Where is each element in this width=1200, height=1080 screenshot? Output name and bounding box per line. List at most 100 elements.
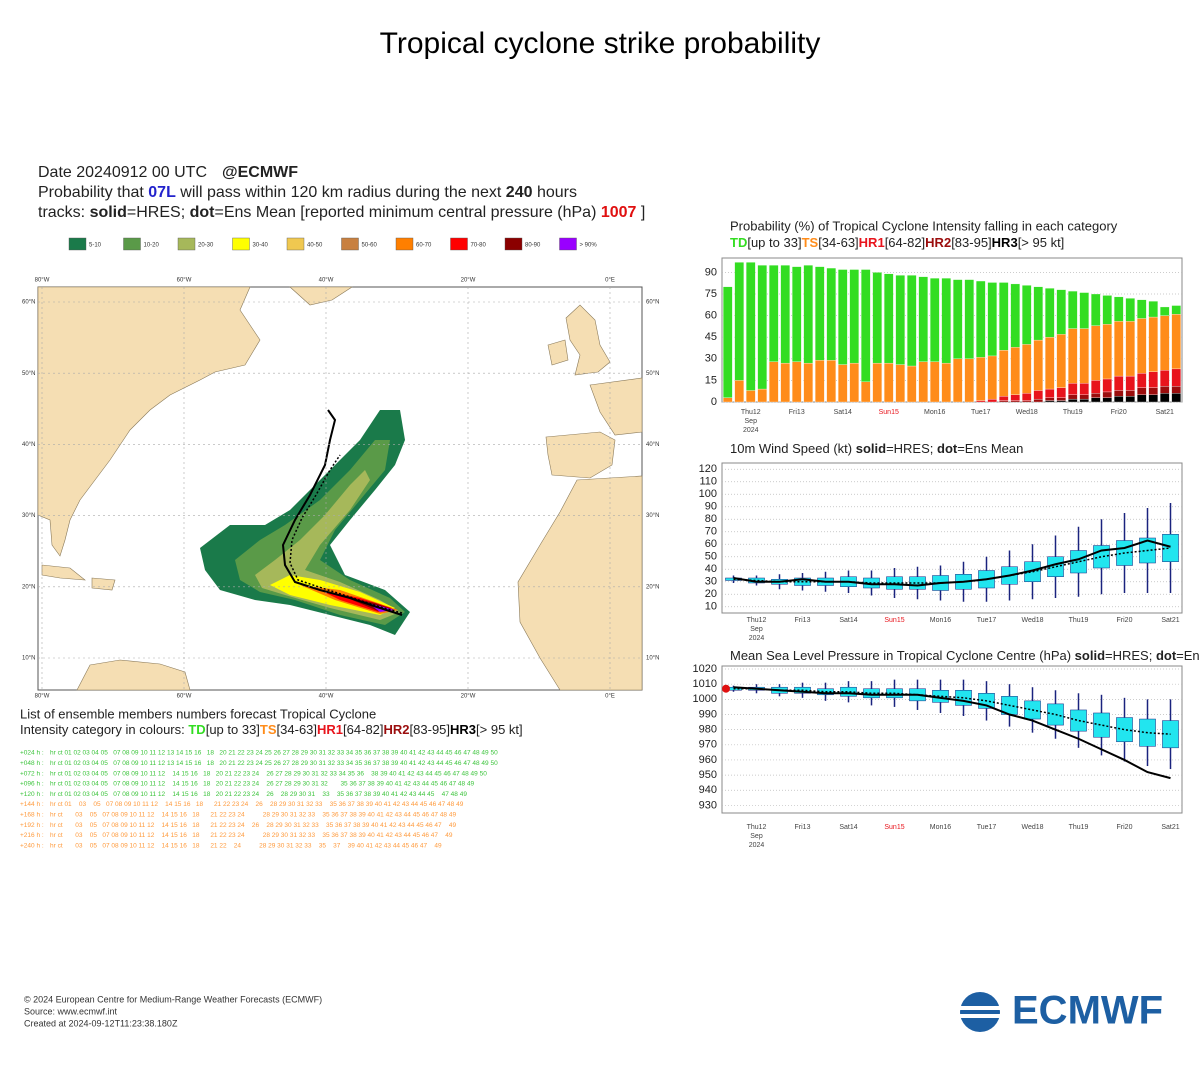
- lon-label: 40°W: [319, 694, 334, 700]
- lat-label: 10°N: [22, 656, 35, 662]
- lon-label: 60°W: [177, 694, 192, 700]
- ens-mean-line: [733, 547, 1171, 584]
- bar-segment: [746, 262, 756, 391]
- y-tick-label: 950: [699, 769, 717, 781]
- bar-segment: [1010, 347, 1021, 395]
- text-segment: 10m Wind Speed (kt): [730, 441, 856, 456]
- x-tick-label: Wed18: [1021, 617, 1043, 624]
- y-tick-label: 990: [699, 708, 717, 720]
- lon-label: 40°W: [319, 278, 334, 284]
- bar-segment: [792, 361, 802, 403]
- box: [1070, 709, 1087, 732]
- text-segment: =HRES;: [886, 441, 937, 456]
- member-list: hr ct 03 05 07 08 09 10 11 12 14 15 16 1…: [50, 812, 456, 819]
- member-lead: +024 h :: [20, 750, 44, 757]
- legend-name: HR2: [925, 235, 951, 250]
- x-tick-label: Thu19: [1063, 409, 1083, 416]
- bar-segment: [1068, 290, 1078, 329]
- member-lead: +048 h :: [20, 760, 44, 767]
- member-list: hr ct 01 03 05 07 08 09 10 11 12 14 15 1…: [50, 801, 464, 808]
- bar-segment: [1125, 298, 1136, 322]
- bar-segment: [976, 357, 986, 401]
- legend-range: [34-63]: [818, 235, 858, 250]
- bar-segment: [1114, 321, 1124, 377]
- legend-swatch: [286, 237, 305, 251]
- bar-segment: [884, 273, 894, 364]
- bar-segment: [1045, 337, 1055, 390]
- x-tick-label: Tue17: [971, 409, 991, 416]
- bar-segment: [907, 365, 917, 403]
- bar-segment: [826, 360, 837, 403]
- legend-name: HR3: [992, 235, 1018, 250]
- text-segment: dot: [1156, 648, 1177, 663]
- bar-segment: [1010, 283, 1021, 348]
- bar-segment: [1160, 386, 1170, 394]
- intensity-legend: Intensity category in colours: TD[up to …: [20, 722, 523, 737]
- x-tick-label: Thu12: [747, 617, 767, 624]
- bar-segment: [1114, 296, 1124, 322]
- lon-label: 80°W: [35, 694, 50, 700]
- y-tick-label: 20: [705, 588, 717, 600]
- box: [1093, 712, 1110, 738]
- bar-segment: [1148, 371, 1159, 388]
- legend-label: 5-10: [89, 243, 102, 249]
- bar-segment: [1102, 397, 1113, 403]
- x-tick-label: Thu19: [1069, 617, 1089, 624]
- y-tick-label: 90: [705, 266, 717, 278]
- x-tick-label: Fri13: [795, 617, 811, 624]
- legend-label: 40-50: [307, 243, 323, 249]
- bar-segment: [999, 400, 1009, 403]
- lat-label: 40°N: [22, 442, 35, 448]
- x-tick-label: Tue17: [977, 824, 997, 831]
- legend-label: 70-80: [471, 243, 487, 249]
- category-range: [34-63]: [277, 722, 317, 737]
- bar-segment: [734, 380, 745, 403]
- x-tick-label: Mon16: [924, 409, 946, 416]
- bar-segment: [1160, 315, 1170, 371]
- category-name: TD: [188, 722, 205, 737]
- y-tick-label: 30: [705, 353, 717, 365]
- bar-segment: [987, 282, 998, 357]
- lat-label: 20°N: [646, 584, 659, 590]
- bar-segment: [999, 396, 1009, 401]
- bar-segment: [1079, 328, 1090, 384]
- bar-segment: [1114, 390, 1124, 397]
- member-list: hr ct 03 05 07 08 09 10 11 12 14 15 16 1…: [50, 832, 453, 839]
- bar-segment: [1148, 387, 1159, 395]
- legend-label: > 90%: [580, 243, 598, 249]
- bar-segment: [838, 269, 848, 365]
- bar-segment: [1125, 375, 1136, 391]
- bar-segment: [895, 364, 906, 403]
- bar-segment: [1056, 387, 1067, 398]
- text-segment: 1007: [601, 204, 637, 221]
- category-name: HR1: [317, 722, 343, 737]
- text-segment: Mean Sea Level Pressure in Tropical Cycl…: [730, 648, 1075, 663]
- bar-segment: [1091, 293, 1101, 326]
- x-tick-label: Wed18: [1021, 824, 1043, 831]
- hres-line: [733, 539, 1171, 587]
- bar-segment: [872, 272, 883, 364]
- text-segment: =HRES;: [1105, 648, 1156, 663]
- bar-segment: [1056, 289, 1067, 335]
- ecmwf-logo-text: ECMWF: [1012, 989, 1163, 1033]
- y-tick-label: 100: [699, 488, 717, 500]
- bar-segment: [757, 388, 768, 403]
- y-tick-label: 15: [705, 374, 717, 386]
- legend-label: 20-30: [198, 243, 214, 249]
- bar-segment: [1091, 325, 1101, 381]
- members-title: List of ensemble members numbers forecas…: [20, 706, 376, 721]
- x-tick-label: Mon16: [930, 617, 952, 624]
- bar-segment: [1125, 396, 1136, 403]
- bar-segment: [746, 390, 756, 403]
- lat-label: 30°N: [646, 513, 659, 519]
- bar-segment: [792, 266, 802, 362]
- bar-segment: [941, 278, 952, 364]
- x-tick-label: Fri20: [1117, 824, 1133, 831]
- bar-segment: [964, 358, 975, 403]
- legend-label: 50-60: [362, 243, 378, 249]
- category-range: [up to 33]: [206, 722, 260, 737]
- text-segment: =Ens Mean [reported minimum central pres…: [214, 204, 600, 221]
- member-list: hr ct 03 05 07 08 09 10 11 12 14 15 16 1…: [50, 822, 456, 829]
- text-segment: dot: [190, 204, 216, 221]
- bar-segment: [1091, 380, 1101, 394]
